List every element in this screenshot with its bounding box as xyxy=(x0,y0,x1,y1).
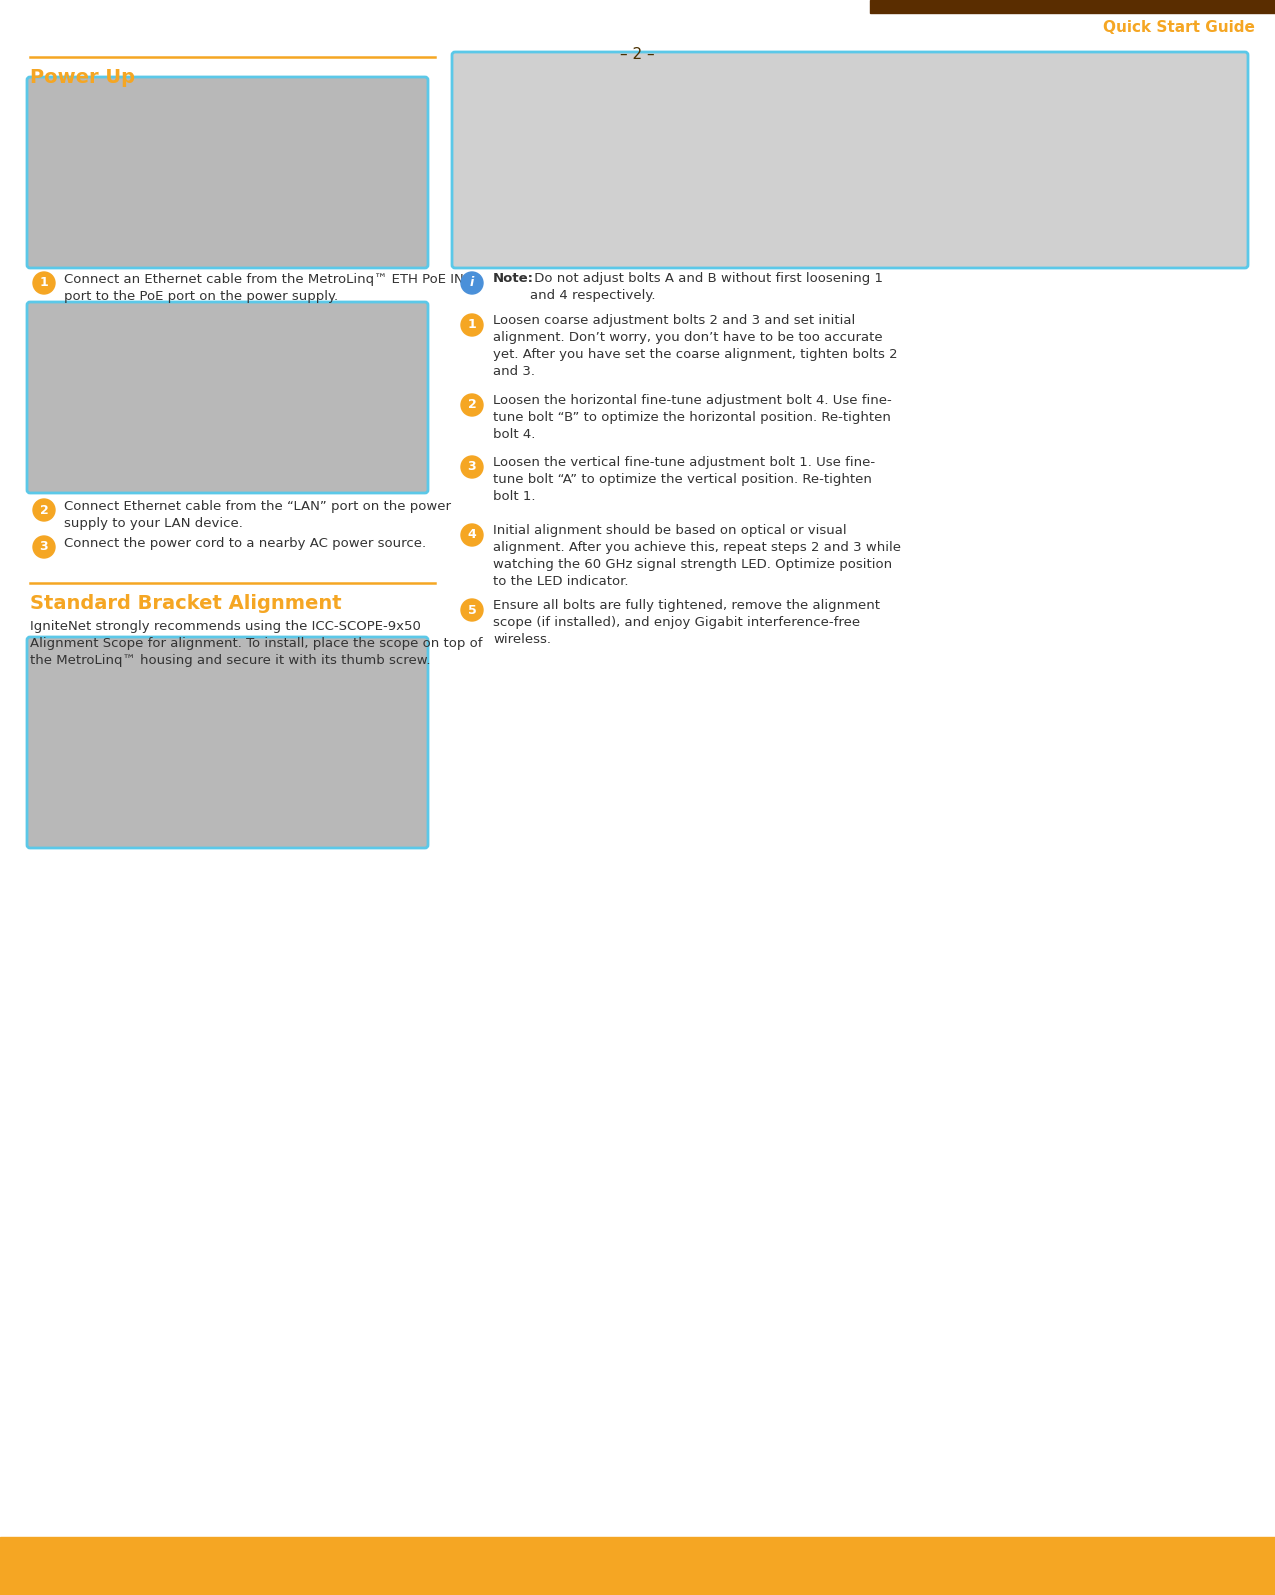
Text: Note:: Note: xyxy=(493,273,534,286)
Circle shape xyxy=(462,314,483,337)
Circle shape xyxy=(33,499,55,522)
Circle shape xyxy=(33,273,55,293)
Text: i: i xyxy=(470,276,474,290)
Text: – 2 –: – 2 – xyxy=(620,46,654,62)
Text: Connect the power cord to a nearby AC power source.: Connect the power cord to a nearby AC po… xyxy=(64,538,426,550)
Text: Connect an Ethernet cable from the MetroLinq™ ETH PoE IN
port to the PoE port on: Connect an Ethernet cable from the Metro… xyxy=(64,273,464,303)
Circle shape xyxy=(462,394,483,416)
FancyBboxPatch shape xyxy=(27,636,428,849)
Circle shape xyxy=(33,536,55,558)
Text: 2: 2 xyxy=(468,399,477,412)
Text: 1: 1 xyxy=(468,319,477,332)
Text: Connect Ethernet cable from the “LAN” port on the power
supply to your LAN devic: Connect Ethernet cable from the “LAN” po… xyxy=(64,499,451,530)
Text: Standard Bracket Alignment: Standard Bracket Alignment xyxy=(31,593,342,612)
Text: Quick Start Guide: Quick Start Guide xyxy=(1103,21,1255,35)
Bar xyxy=(0,1538,1275,1595)
Circle shape xyxy=(462,525,483,545)
Circle shape xyxy=(462,273,483,293)
Text: Do not adjust bolts A and B without first loosening 1
and 4 respectively.: Do not adjust bolts A and B without firs… xyxy=(530,273,884,301)
Text: 5: 5 xyxy=(468,603,477,617)
Text: Power Up: Power Up xyxy=(31,69,135,88)
Text: Loosen coarse adjustment bolts 2 and 3 and set initial
alignment. Don’t worry, y: Loosen coarse adjustment bolts 2 and 3 a… xyxy=(493,314,898,378)
Text: Loosen the vertical fine-tune adjustment bolt 1. Use fine-
tune bolt “A” to opti: Loosen the vertical fine-tune adjustment… xyxy=(493,456,875,502)
Circle shape xyxy=(462,600,483,620)
FancyBboxPatch shape xyxy=(453,53,1248,268)
Text: 3: 3 xyxy=(40,541,48,553)
Text: 1: 1 xyxy=(40,276,48,290)
Text: Initial alignment should be based on optical or visual
alignment. After you achi: Initial alignment should be based on opt… xyxy=(493,525,901,589)
FancyBboxPatch shape xyxy=(27,301,428,493)
FancyBboxPatch shape xyxy=(27,77,428,268)
Circle shape xyxy=(462,456,483,478)
Text: 3: 3 xyxy=(468,461,477,474)
Text: IgniteNet strongly recommends using the ICC-SCOPE-9x50
Alignment Scope for align: IgniteNet strongly recommends using the … xyxy=(31,620,482,667)
Text: Ensure all bolts are fully tightened, remove the alignment
scope (if installed),: Ensure all bolts are fully tightened, re… xyxy=(493,600,880,646)
Text: 4: 4 xyxy=(468,528,477,541)
Bar xyxy=(870,0,1275,13)
Text: 2: 2 xyxy=(40,504,48,517)
Text: Loosen the horizontal fine-tune adjustment bolt 4. Use fine-
tune bolt “B” to op: Loosen the horizontal fine-tune adjustme… xyxy=(493,394,891,440)
